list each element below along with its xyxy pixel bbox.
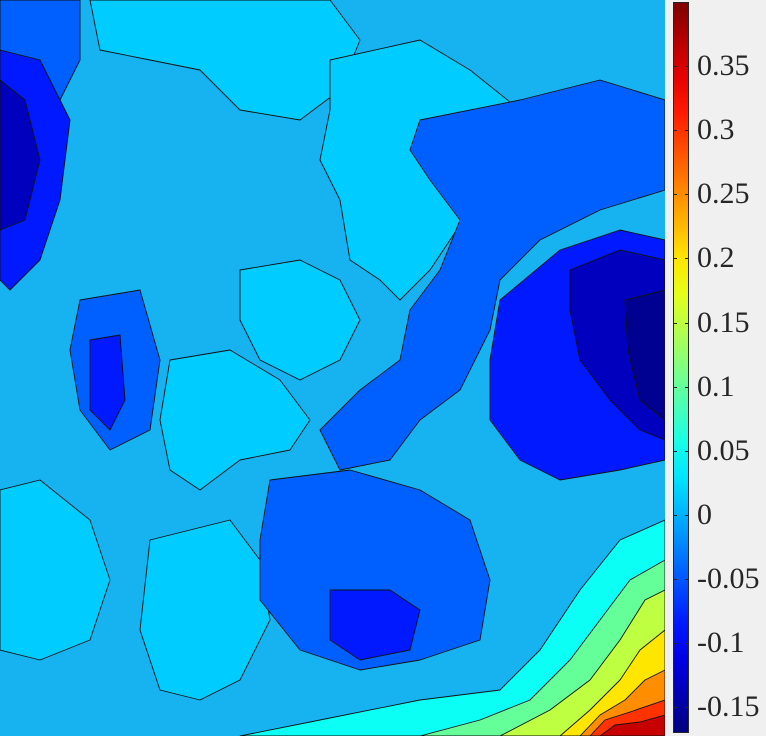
contour-region xyxy=(159,349,311,491)
colorbar-tick-label: 0.1 xyxy=(697,369,735,403)
colorbar-tick xyxy=(685,450,689,452)
colorbar-tick xyxy=(685,66,689,68)
contour-region xyxy=(139,519,271,701)
colorbar-tick xyxy=(673,707,677,709)
contour-svg xyxy=(0,0,665,736)
colorbar-tick-label: 0.15 xyxy=(697,305,750,339)
colorbar-tick-label: 0.35 xyxy=(697,49,750,83)
contour-plot xyxy=(0,0,665,736)
colorbar-tick xyxy=(685,322,689,324)
contour-region xyxy=(624,289,665,421)
colorbar-tick-label: 0.3 xyxy=(697,113,735,147)
contour-region xyxy=(239,259,361,381)
colorbar-tick xyxy=(685,258,689,260)
colorbar-tick xyxy=(673,66,677,68)
contour-region xyxy=(319,39,521,301)
colorbar-tick-label: 0 xyxy=(697,497,712,531)
colorbar-tick xyxy=(673,514,677,516)
colorbar-tick xyxy=(673,450,677,452)
contour-region xyxy=(89,0,361,121)
contour-region xyxy=(319,79,665,471)
contour-region xyxy=(259,469,491,671)
colorbar-tick xyxy=(685,643,689,645)
colorbar-tick xyxy=(685,386,689,388)
colorbar-tick-label: 0.25 xyxy=(697,177,750,211)
colorbar-tick-label: -0.05 xyxy=(697,562,760,596)
colorbar-tick xyxy=(673,130,677,132)
contour-region xyxy=(0,479,111,661)
colorbar-tick xyxy=(685,194,689,196)
colorbar-tick xyxy=(673,579,677,581)
contour-region xyxy=(0,79,41,231)
contour-region xyxy=(329,589,421,661)
colorbar-tick xyxy=(673,386,677,388)
colorbar-tick xyxy=(685,514,689,516)
colorbar-tick xyxy=(685,707,689,709)
colorbar-tick-label: 0.2 xyxy=(697,241,735,275)
colorbar-tick xyxy=(685,130,689,132)
colorbar-tick xyxy=(673,194,677,196)
contour-region xyxy=(89,334,126,431)
colorbar xyxy=(673,2,689,733)
colorbar-tick xyxy=(673,643,677,645)
colorbar-tick xyxy=(673,322,677,324)
colorbar-tick-label: 0.05 xyxy=(697,433,750,467)
colorbar-tick xyxy=(673,258,677,260)
colorbar-tick-label: -0.1 xyxy=(697,626,745,660)
contour-region xyxy=(599,714,665,736)
colorbar-tick-label: -0.15 xyxy=(697,690,760,724)
colorbar-tick xyxy=(685,579,689,581)
